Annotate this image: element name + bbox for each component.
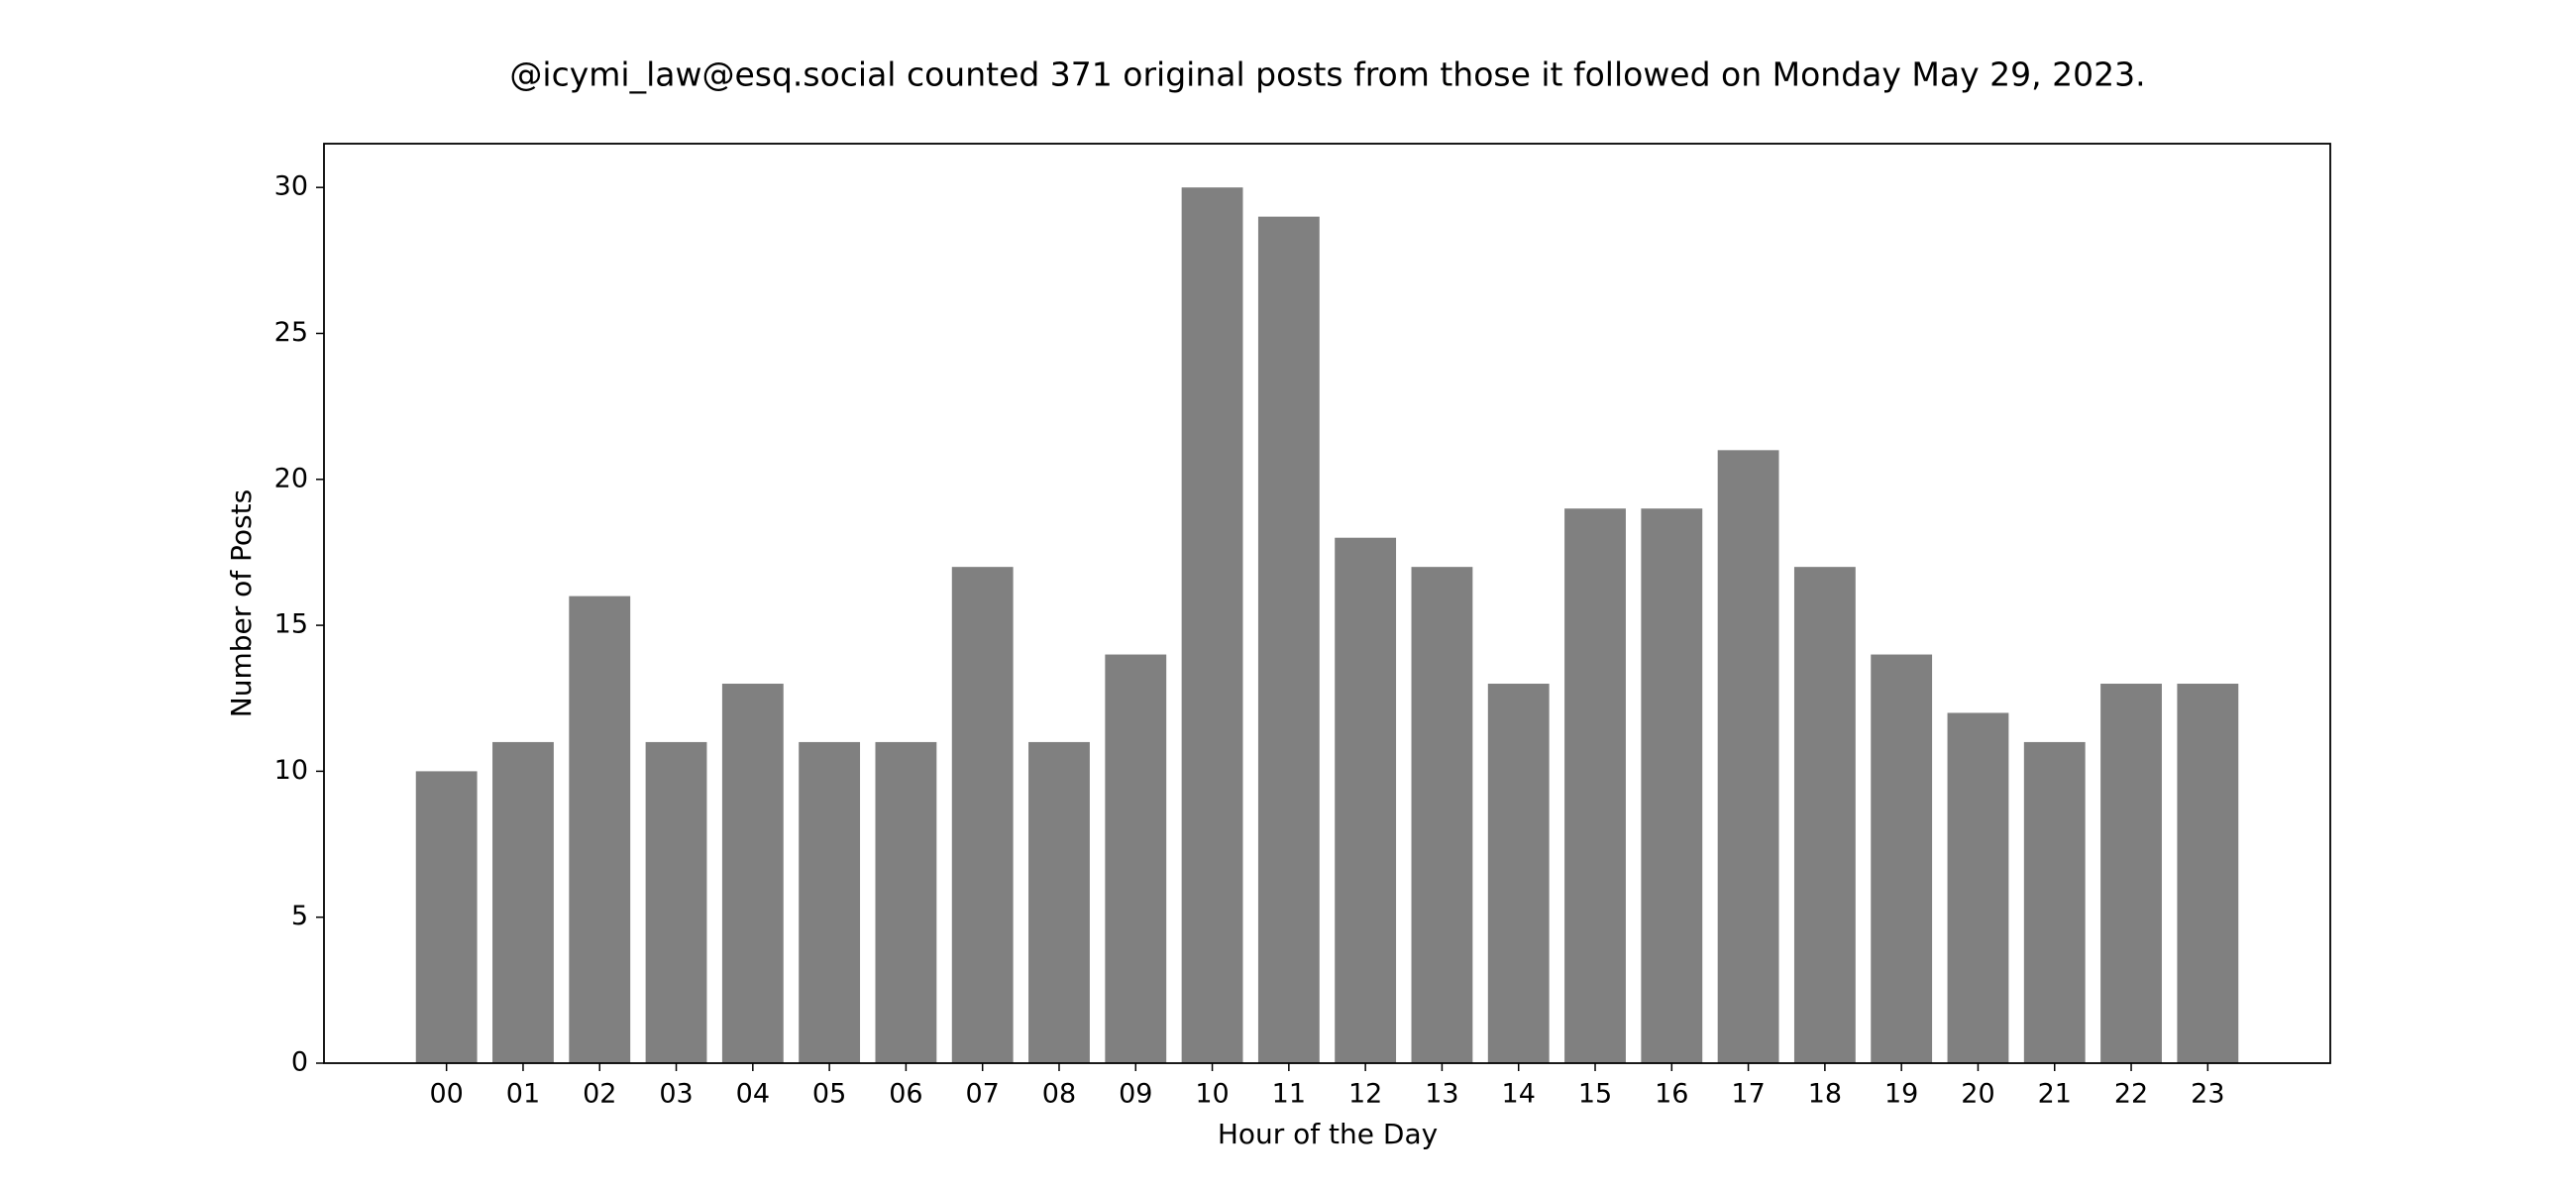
bar <box>492 741 554 1063</box>
bar <box>645 741 707 1063</box>
x-tick-label: 20 <box>1961 1079 1994 1110</box>
bar <box>1028 741 1090 1063</box>
bar <box>721 684 784 1063</box>
x-tick-label: 05 <box>812 1079 846 1110</box>
bar <box>951 567 1014 1063</box>
bar <box>1871 654 1933 1063</box>
bar <box>2100 684 2162 1063</box>
bar <box>1257 216 1320 1064</box>
x-tick-label: 07 <box>966 1079 1000 1110</box>
x-tick-label: 18 <box>1808 1079 1842 1110</box>
y-tick-label: 30 <box>274 171 308 202</box>
x-tick-label: 19 <box>1884 1079 1918 1110</box>
x-tick-label: 12 <box>1348 1079 1382 1110</box>
x-tick-label: 01 <box>506 1079 540 1110</box>
bar <box>1181 187 1243 1063</box>
x-tick-label: 17 <box>1731 1079 1765 1110</box>
x-tick-label: 04 <box>736 1079 770 1110</box>
x-tick-label: 00 <box>429 1079 463 1110</box>
x-tick-label: 02 <box>583 1079 616 1110</box>
bar <box>1947 712 2009 1063</box>
bar <box>1641 508 1703 1063</box>
x-tick-label: 03 <box>659 1079 693 1110</box>
y-tick-label: 25 <box>274 317 308 348</box>
bar <box>1564 508 1626 1063</box>
y-tick-label: 10 <box>274 755 308 786</box>
x-tick-label: 11 <box>1272 1079 1306 1110</box>
bar <box>1717 450 1779 1063</box>
y-tick-label: 20 <box>274 463 308 493</box>
x-tick-label: 06 <box>889 1079 922 1110</box>
x-tick-label: 08 <box>1042 1079 1076 1110</box>
bar <box>415 771 478 1063</box>
bar <box>875 741 937 1063</box>
x-tick-label: 22 <box>2114 1079 2148 1110</box>
x-axis-label: Hour of the Day <box>1218 1118 1438 1150</box>
bar <box>2177 684 2239 1063</box>
x-tick-label: 10 <box>1195 1079 1229 1110</box>
x-tick-label: 15 <box>1578 1079 1612 1110</box>
x-tick-label: 13 <box>1425 1079 1458 1110</box>
y-tick-label: 0 <box>291 1047 308 1078</box>
x-tick-label: 14 <box>1502 1079 1536 1110</box>
bar <box>1105 654 1167 1063</box>
bar <box>1793 567 1856 1063</box>
bar <box>2023 741 2086 1063</box>
y-axis-label: Number of Posts <box>225 489 258 717</box>
bar <box>1335 537 1397 1063</box>
bar <box>569 595 631 1063</box>
x-tick-label: 21 <box>2038 1079 2072 1110</box>
bar <box>799 741 861 1063</box>
plot-frame <box>323 143 2331 1064</box>
bar <box>1411 567 1473 1063</box>
x-tick-label: 23 <box>2191 1079 2224 1110</box>
bar <box>1487 684 1550 1063</box>
x-tick-label: 09 <box>1119 1079 1152 1110</box>
y-tick-label: 5 <box>291 901 308 931</box>
y-tick-label: 15 <box>274 609 308 640</box>
x-tick-label: 16 <box>1655 1079 1688 1110</box>
chart-title: @icymi_law@esq.social counted 371 origin… <box>509 55 2145 94</box>
